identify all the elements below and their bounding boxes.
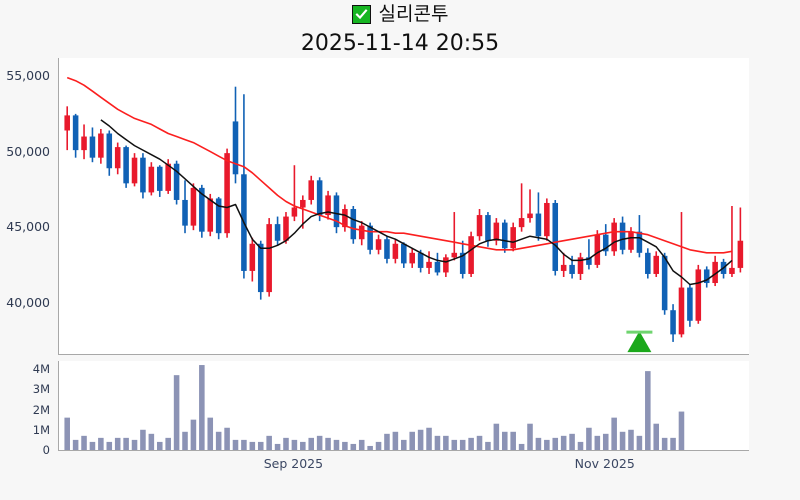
volume-bar [283,437,289,450]
chart-header: 실리콘투 2025-11-14 20:55 [0,0,800,56]
volume-bar [426,427,432,450]
volume-bar [173,375,180,450]
volume-bar [535,437,542,450]
volume-bar [476,435,483,450]
volume-bar [148,433,155,450]
volume-bar [114,437,121,450]
volume-bar [417,429,424,450]
volume-bar [215,431,222,450]
volume-bar [501,431,508,450]
volume-bar [123,437,129,450]
volume-bar [577,441,584,450]
volume-bar [661,437,668,450]
volume-bar [493,423,500,450]
volume-bar [316,435,323,450]
volume-bar [594,435,601,450]
volume-chart-panel[interactable] [58,361,749,451]
volume-bar [560,435,567,450]
volume-bar [207,417,214,450]
volume-bar [569,433,575,450]
volume-y-tick: 0 [42,443,50,457]
volume-bar [384,433,390,450]
price-chart-panel[interactable] [58,58,749,355]
volume-bar [401,439,407,450]
volume-bar [392,431,399,450]
volume-bar [190,419,197,450]
volume-bar [586,427,592,450]
volume-bar [544,439,550,450]
green-check-icon [351,4,371,24]
volume-bar [106,441,113,450]
volume-bar [636,435,643,450]
volume-bar [350,443,357,450]
volume-bar [468,437,474,450]
volume-bar [266,435,272,450]
volume-bar [409,431,415,450]
volume-bar [451,439,458,450]
volume-bar [72,439,79,450]
price-y-tick: 50,000 [6,143,50,159]
price-y-tick: 40,000 [6,294,50,310]
volume-bar [224,427,230,450]
volume-bar [89,441,96,450]
volume-y-tick: 3M [32,382,50,397]
volume-bar [232,439,239,450]
volume-bar [342,441,348,450]
volume-bar [300,441,306,450]
volume-bar [375,441,382,450]
volume-bar [628,429,634,450]
volume-bar [434,435,441,450]
volume-bar [358,439,365,450]
volume-bar [611,417,617,450]
volume-bar [257,441,264,450]
page-title: 실리콘투 [378,3,449,25]
volume-bar [619,431,626,450]
volume-bar [645,371,651,450]
volume-bar [653,423,660,450]
volume-y-tick: 4M [32,362,50,377]
volume-bar [443,435,449,450]
timestamp: 2025-11-14 20:55 [300,31,500,56]
price-y-tick: 55,000 [6,68,50,84]
volume-bar [249,441,256,450]
volume-bar [241,439,247,450]
volume-bar [367,445,373,450]
volume-bar [165,437,171,450]
volume-bar [182,431,188,450]
volume-bar [518,443,525,450]
x-axis-tick: Nov 2025 [574,456,635,471]
volume-bar [459,439,466,450]
volume-bar [274,443,281,450]
buy-marker-triangle [627,331,652,353]
volume-bar [131,439,138,450]
volume-bar [485,441,491,450]
title-row: 실리콘투 [0,0,800,28]
volume-bar [678,411,685,450]
price-y-tick: 45,000 [6,219,50,235]
volume-bar [291,439,298,450]
volume-bar [552,437,559,450]
volume-y-tick: 2M [32,402,50,417]
volume-y-tick: 1M [32,422,50,437]
volume-bar [156,441,163,450]
volume-bar [64,417,70,450]
volume-bar [308,437,315,450]
volume-bar [333,439,340,450]
volume-bar [602,433,609,450]
x-axis-tick: Sep 2025 [263,456,324,471]
volume-bar [510,431,516,450]
price-chart-canvas [64,76,744,353]
volume-bar [140,429,146,450]
volume-bar [98,437,104,450]
volume-bar [199,365,205,450]
volume-bar [670,437,676,450]
volume-bar [527,423,533,450]
volume-chart-canvas [64,365,685,450]
volume-bar [325,437,331,450]
volume-bar [81,435,87,450]
